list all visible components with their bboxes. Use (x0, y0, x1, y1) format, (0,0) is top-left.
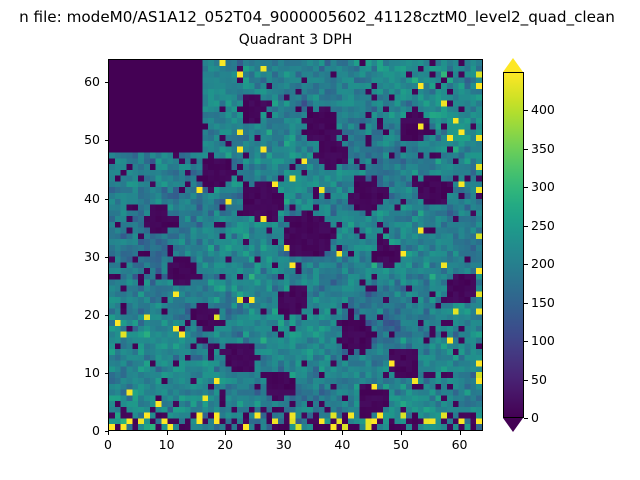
colorbar-tick (524, 225, 528, 227)
y-axis-tick-label: 0 (92, 423, 100, 438)
x-axis-tick-label: 50 (393, 437, 409, 452)
x-axis-tick (166, 431, 168, 435)
colorbar-tick-label: 300 (531, 179, 555, 195)
colorbar-tick-label: 50 (531, 371, 547, 387)
y-axis-tick (104, 82, 108, 84)
y-axis-tick-label: 10 (84, 364, 100, 380)
colorbar-tick-label: 150 (531, 294, 555, 310)
y-axis-tick (104, 314, 108, 316)
y-axis-tick (104, 198, 108, 200)
x-axis-tick (225, 431, 227, 435)
colorbar-tick (524, 341, 528, 343)
y-axis-tick-label: 40 (84, 190, 100, 206)
figure-suptitle: n file: modeM0/AS1A12_052T04_9000005602_… (0, 6, 640, 28)
heatmap-axes (108, 59, 483, 431)
colorbar-tick (524, 418, 528, 419)
axes-title: Quadrant 3 DPH (238, 32, 353, 48)
x-axis-tick-label: 60 (451, 437, 468, 452)
colorbar-under-arrow (503, 418, 523, 432)
colorbar-tick-label: 400 (531, 102, 555, 118)
colorbar-tick (524, 379, 528, 381)
y-axis-tick-label: 60 (84, 74, 100, 90)
heatmap-image (109, 60, 482, 430)
colorbar-tick (524, 148, 528, 150)
y-axis-tick (104, 372, 108, 374)
colorbar-tick (524, 187, 528, 189)
colorbar-tick (524, 302, 528, 304)
figure-suptitle-text: n file: modeM0/AS1A12_052T04_9000005602_… (19, 8, 615, 26)
x-axis-tick (283, 431, 285, 435)
colorbar-tick-label: 100 (531, 333, 555, 349)
x-axis-tick (400, 431, 402, 435)
colorbar-tick (524, 264, 528, 266)
y-axis-tick (104, 431, 108, 432)
x-axis-tick (342, 431, 344, 435)
y-axis-tick-label: 50 (84, 132, 100, 148)
colorbar-over-arrow (503, 58, 523, 72)
x-axis-tick-label: 10 (158, 437, 175, 452)
x-axis-tick (108, 431, 109, 435)
y-axis-tick (104, 140, 108, 142)
y-axis-tick-label: 30 (84, 248, 100, 264)
x-axis-tick-label: 0 (104, 437, 112, 452)
colorbar (503, 58, 524, 432)
colorbar-tick-label: 200 (531, 256, 555, 272)
colorbar-gradient (503, 72, 524, 418)
x-axis-tick-label: 40 (334, 437, 351, 452)
x-axis-tick-label: 20 (217, 437, 234, 452)
y-axis-tick-label: 20 (84, 306, 100, 322)
colorbar-tick (524, 110, 528, 112)
colorbar-tick-label: 250 (531, 217, 555, 233)
x-axis-tick (459, 431, 461, 435)
colorbar-tick-label: 0 (531, 410, 539, 425)
colorbar-tick-label: 350 (531, 140, 555, 156)
y-axis-tick (104, 256, 108, 258)
x-axis-tick-label: 30 (275, 437, 292, 452)
